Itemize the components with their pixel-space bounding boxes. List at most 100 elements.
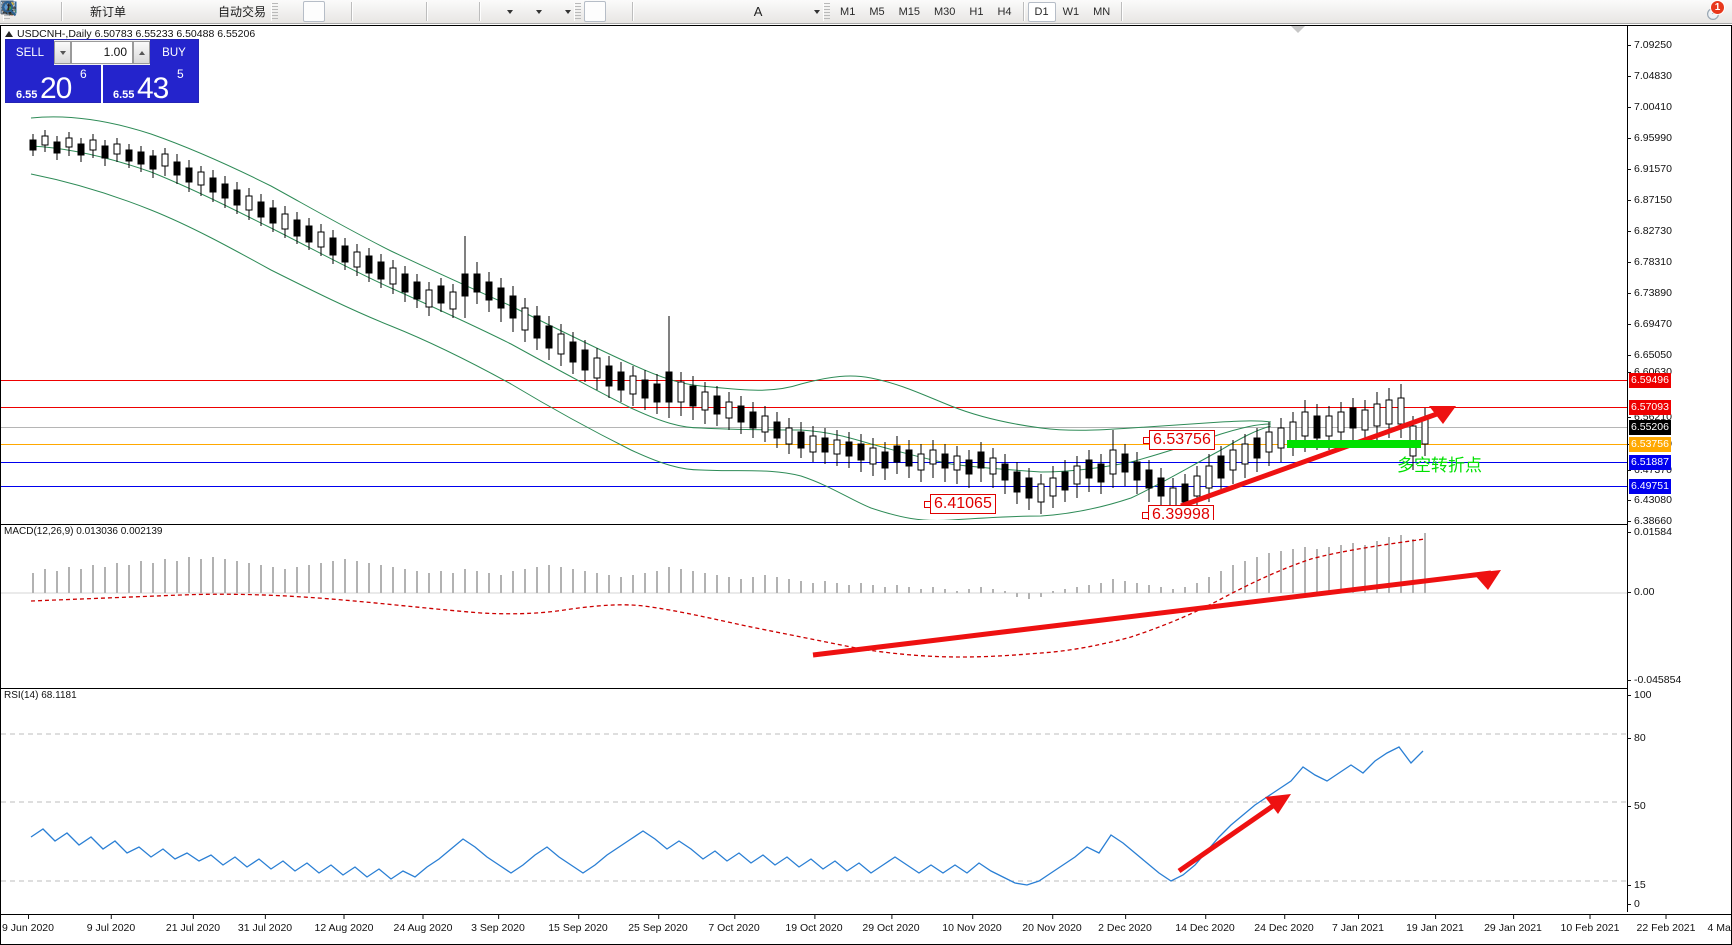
shapes-icon[interactable] xyxy=(4,1,813,22)
toolbar-separator-7 xyxy=(1022,2,1024,21)
templates-icon[interactable] xyxy=(0,1,564,22)
rsi-pane[interactable]: RSI(14) 68.1181 xyxy=(1,688,1627,913)
time-label: 9 Jun 2020 xyxy=(2,914,54,934)
equidistant-channel-icon[interactable]: E xyxy=(1,1,725,22)
notifications-icon[interactable]: 1 xyxy=(1704,0,1725,22)
sell-button[interactable]: SELL xyxy=(6,40,54,65)
crosshair-icon[interactable] xyxy=(2,1,628,22)
macd-pane[interactable]: MACD(12,26,9) 0.013036 0.002139 xyxy=(1,524,1627,684)
symbol-header: USDCNH-,Daily 6.50783 6.55233 6.50488 6.… xyxy=(5,28,255,40)
candlestick-chart-icon[interactable] xyxy=(0,1,326,22)
period-icon[interactable] xyxy=(1,0,535,22)
toolbar-separator-8 xyxy=(1121,2,1123,21)
text-icon[interactable]: A xyxy=(753,4,763,19)
one-click-trading-quotes: 6.55 20 6 6.55 43 5 xyxy=(6,65,198,105)
support-line-2 xyxy=(1,486,1627,487)
time-axis[interactable]: 9 Jun 2020 9 Jul 2020 21 Jul 2020 31 Jul… xyxy=(1,914,1732,944)
time-label: 12 Aug 2020 xyxy=(315,914,373,934)
cursor-icon[interactable] xyxy=(4,1,607,22)
search-icon[interactable] xyxy=(2,1,1704,22)
toolbar-separator-5 xyxy=(479,2,481,21)
buy-price-quote[interactable]: 6.55 43 5 xyxy=(101,65,198,105)
time-label: 14 Dec 2020 xyxy=(1175,914,1235,934)
time-label: 7 Oct 2020 xyxy=(708,914,760,934)
macd-series-svg xyxy=(1,533,1627,658)
time-label: 24 Dec 2020 xyxy=(1254,914,1314,934)
sell-price-quote[interactable]: 6.55 20 6 xyxy=(6,65,101,105)
toolbar-grip-3[interactable] xyxy=(574,2,582,21)
timeframe-button-h4[interactable]: H4 xyxy=(997,5,1012,18)
timeframe-button-m30[interactable]: M30 xyxy=(934,5,956,18)
timeframe-button-mn[interactable]: MN xyxy=(1093,5,1111,18)
trendline-icon[interactable] xyxy=(2,1,703,22)
bar-chart-icon[interactable] xyxy=(0,1,303,22)
buy-price-main: 43 xyxy=(137,72,169,105)
volume-control[interactable]: 1.00 xyxy=(54,40,150,65)
buy-button[interactable]: BUY xyxy=(150,40,198,65)
metaeditor-icon[interactable] xyxy=(1,0,172,22)
text-label-icon[interactable]: T xyxy=(1,1,791,22)
toolbar-separator-6 xyxy=(632,2,634,21)
new-order-label[interactable]: 新订单 xyxy=(90,5,127,19)
macd-pane-title: MACD(12,26,9) 0.013036 0.002139 xyxy=(4,526,163,537)
toolbar-separator xyxy=(61,2,62,21)
signals-icon[interactable] xyxy=(1,1,194,22)
toolbar-separator-4 xyxy=(426,2,428,21)
period-chevron-down-icon[interactable] xyxy=(536,9,543,14)
volume-increment-button[interactable] xyxy=(133,41,150,64)
vertical-line-icon[interactable] xyxy=(5,1,659,22)
chart-shift-icon[interactable] xyxy=(1,1,453,22)
bollinger-upper-line xyxy=(30,116,1272,431)
chart-scroll-handle[interactable] xyxy=(1291,26,1305,33)
timeframe-button-w1[interactable]: W1 xyxy=(1062,5,1080,18)
timeframe-button-m1[interactable]: M1 xyxy=(840,5,856,18)
callout-pivot-6-53756: 6.53756 xyxy=(1143,430,1215,450)
bollinger-lower-line xyxy=(30,173,1272,520)
one-click-trading-controls: SELL 1.00 BUY xyxy=(6,40,198,65)
time-label: 4 Mar 2021 xyxy=(1707,922,1732,934)
chart-window[interactable]: 6.53756 6.41065 6.39998 多空转折点 MACD(12,26… xyxy=(0,25,1732,945)
symbol-header-text: USDCNH-,Daily 6.50783 6.55233 6.50488 6.… xyxy=(17,28,256,40)
tile-windows-icon[interactable] xyxy=(0,1,422,22)
price-tag-support-2: 6.49751 xyxy=(1629,479,1671,494)
fibonacci-icon[interactable]: F xyxy=(2,1,747,22)
indicators-chevron-down-icon[interactable] xyxy=(507,9,514,14)
main-toolbar: 新订单 自动交易 xyxy=(0,0,1732,24)
price-series-svg xyxy=(30,116,1272,520)
auto-trading-label[interactable]: 自动交易 xyxy=(218,5,267,19)
templates-chevron-down-icon[interactable] xyxy=(565,9,572,14)
price-pane[interactable]: 6.53756 6.41065 6.39998 多空转折点 xyxy=(1,26,1627,520)
time-label: 21 Jul 2020 xyxy=(166,914,220,934)
turning-point-note: 多空转折点 xyxy=(1397,456,1482,476)
market-watch-icon[interactable] xyxy=(0,0,57,22)
timeframe-button-d1[interactable]: D1 xyxy=(1027,1,1056,22)
toolbar-grip-4[interactable] xyxy=(823,2,831,21)
shapes-chevron-down-icon[interactable] xyxy=(814,9,821,14)
callout-low-6-41065: 6.41065 xyxy=(924,494,996,514)
horizontal-line-icon[interactable] xyxy=(3,1,681,22)
time-label: 24 Aug 2020 xyxy=(394,914,452,934)
auto-trading-icon[interactable] xyxy=(0,1,216,22)
sell-price-fraction: 6 xyxy=(80,67,87,81)
new-order-icon[interactable] xyxy=(1,0,88,22)
auto-scroll-icon[interactable] xyxy=(1,1,475,22)
timeframe-button-h1[interactable]: H1 xyxy=(969,5,984,18)
time-label: 10 Nov 2020 xyxy=(942,914,1002,934)
line-chart-icon[interactable] xyxy=(0,1,347,22)
volume-input[interactable]: 1.00 xyxy=(71,41,133,64)
time-label: 19 Jan 2021 xyxy=(1406,914,1464,934)
timeframe-button-m5[interactable]: M5 xyxy=(869,5,885,18)
one-click-trading-panel[interactable]: SELL 1.00 BUY 6.55 20 6 6.55 43 5 xyxy=(5,39,199,105)
timeframe-button-m15[interactable]: M15 xyxy=(898,5,920,18)
price-axis[interactable]: 7.09250 7.04830 7.00410 6.95990 6.91570 … xyxy=(1627,26,1731,912)
sell-price-main: 20 xyxy=(40,72,72,105)
zoom-in-icon[interactable] xyxy=(1,1,378,22)
toolbar-grip-2[interactable] xyxy=(271,2,279,21)
time-label: 19 Oct 2020 xyxy=(785,914,843,934)
indicators-icon[interactable] xyxy=(0,0,506,22)
time-label: 15 Sep 2020 xyxy=(548,914,608,934)
volume-decrement-button[interactable] xyxy=(54,41,71,64)
price-tag-support-1: 6.51887 xyxy=(1629,455,1671,470)
mql-community-icon[interactable] xyxy=(0,1,150,22)
zoom-out-icon[interactable] xyxy=(1,1,400,22)
